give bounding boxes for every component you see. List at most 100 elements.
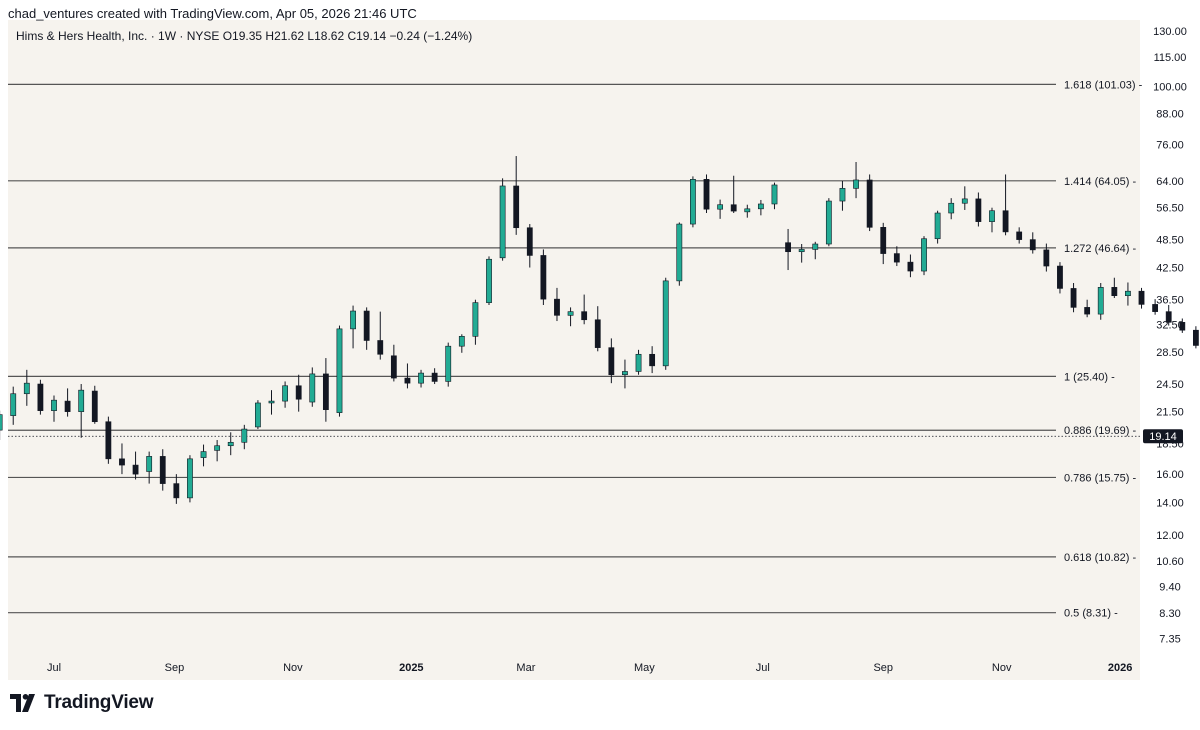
candle-body	[690, 179, 696, 225]
y-tick-label: 12.00	[1156, 530, 1184, 542]
candle-up	[622, 359, 628, 389]
y-tick-label: 24.50	[1156, 379, 1184, 391]
y-tick-label: 64.00	[1156, 176, 1184, 188]
candle-body	[241, 428, 248, 443]
candle-down	[526, 224, 533, 268]
y-tick-label: 42.50	[1156, 263, 1184, 275]
candle-body	[10, 393, 17, 416]
candle-down	[132, 451, 139, 480]
last-price-value: 19.14	[1149, 431, 1177, 443]
candle-down	[159, 449, 166, 491]
candle-body	[1043, 249, 1050, 267]
candle-up	[744, 204, 751, 218]
candle-up	[853, 162, 859, 199]
candle-down	[540, 249, 547, 305]
y-tick-label: 56.50	[1156, 202, 1184, 214]
candle-body	[540, 255, 547, 300]
candle-body	[336, 328, 343, 413]
candle-body	[526, 227, 533, 256]
y-tick-label: 88.00	[1156, 109, 1184, 121]
candle-body	[594, 319, 601, 348]
fib-label: 1.272 (46.64) -	[1064, 243, 1136, 255]
candle-down	[1138, 287, 1145, 309]
candle-body	[1111, 287, 1118, 297]
candle-body	[390, 355, 397, 379]
candle-up	[10, 386, 17, 425]
candle-body	[676, 223, 683, 282]
candle-body	[649, 353, 656, 367]
candle-up	[948, 198, 955, 220]
candle-down	[295, 374, 302, 412]
fib-label: 1.618 (101.03) -	[1064, 79, 1143, 91]
candle-body	[635, 353, 642, 372]
y-tick-label: 21.50	[1156, 407, 1184, 419]
candle-up	[567, 307, 574, 327]
x-tick-label: May	[634, 662, 655, 674]
candle-body	[132, 464, 139, 475]
time-axis[interactable]: JulSepNov2025MarMayJulSepNov2026MarMayJu…	[47, 662, 1200, 674]
candle-down	[893, 246, 900, 267]
y-tick-label: 48.50	[1156, 235, 1184, 247]
candle-body	[717, 204, 724, 210]
x-tick-label: Jul	[47, 662, 61, 674]
candle-body	[581, 311, 588, 321]
y-tick-label: 36.50	[1156, 295, 1184, 307]
candle-down	[1002, 174, 1009, 236]
candle-body	[445, 345, 452, 382]
candle-up	[445, 342, 452, 387]
candle-body	[1016, 231, 1023, 240]
candle-body	[1070, 288, 1077, 308]
candle-body	[921, 238, 927, 272]
candle-body	[948, 202, 955, 214]
candle-down	[513, 156, 520, 235]
price-chart[interactable]: 1.618 (101.03) - 1.414 (64.05) - 1.272 (46…	[0, 0, 1200, 680]
fib-label: 0.786 (15.75) -	[1064, 472, 1136, 484]
candle-body	[744, 208, 751, 213]
fib-label: 0.618 (10.82) -	[1064, 552, 1136, 564]
candle-up	[282, 381, 288, 408]
footer-bar	[0, 680, 1200, 730]
candle-body	[23, 382, 30, 395]
candle-down	[1016, 227, 1023, 244]
candle-up	[187, 455, 193, 503]
candle-body	[159, 456, 166, 484]
candle-down	[581, 294, 588, 325]
candle-body	[214, 445, 221, 451]
candle-down	[431, 368, 438, 385]
candle-body	[1002, 210, 1009, 233]
candle-body	[798, 249, 805, 253]
symbol-legend: Hims & Hers Health, Inc. · 1W · NYSE O19…	[16, 29, 473, 43]
x-tick-label: Mar	[516, 662, 535, 674]
candle-body	[37, 383, 44, 411]
x-tick-label: Jul	[756, 662, 770, 674]
tradingview-logo[interactable]: TradingView	[10, 692, 154, 714]
x-tick-label: Nov	[283, 662, 303, 674]
candle-up	[227, 432, 234, 456]
candle-body	[703, 179, 710, 210]
fib-label: 0.886 (19.69) -	[1064, 425, 1136, 437]
candle-body	[513, 185, 520, 229]
candle-body	[282, 385, 288, 402]
y-tick-label: 115.00	[1154, 52, 1187, 64]
candle-down	[866, 174, 873, 232]
candle-body	[200, 451, 207, 458]
candle-up	[662, 277, 669, 370]
candle-body	[907, 261, 914, 272]
candle-body	[295, 385, 302, 400]
candle-body	[119, 458, 125, 466]
candle-down	[1165, 304, 1172, 326]
fib-levels-layer: 1.618 (101.03) - 1.414 (64.05) - 1.272 (46…	[8, 79, 1143, 620]
candle-down	[105, 416, 112, 464]
candle-body	[853, 179, 859, 189]
candle-up	[486, 256, 492, 305]
candle-up	[1125, 282, 1131, 306]
candle-down	[173, 474, 180, 504]
candle-up	[717, 199, 724, 219]
fib-label: 1.414 (64.05) -	[1064, 176, 1136, 188]
candle-down	[608, 338, 615, 384]
candle-body	[662, 280, 669, 367]
candle-up	[336, 325, 343, 417]
candle-up	[825, 198, 832, 247]
price-axis[interactable]: 130.00 115.00 100.00 88.00 76.00 64.00 56.50 48…	[1143, 26, 1187, 646]
x-tick-label: 2026	[1108, 662, 1132, 674]
